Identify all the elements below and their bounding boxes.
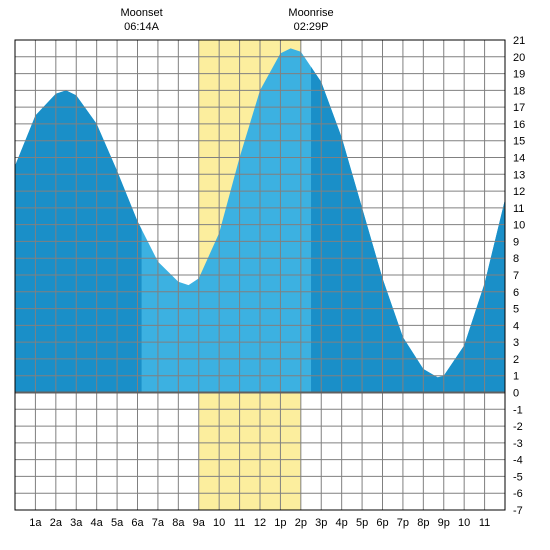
moonset-title: Moonset [120,7,162,19]
y-tick-label: 13 [513,169,525,181]
moonset-time: 06:14A [124,21,160,33]
x-tick-label: 3a [70,517,83,529]
x-tick-label: 9p [438,517,450,529]
x-tick-label: 7a [152,517,165,529]
x-tick-label: 10 [458,517,470,529]
x-tick-label: 5p [356,517,368,529]
x-tick-label: 7p [397,517,409,529]
moonrise-time: 02:29P [294,21,329,33]
x-tick-label: 1a [29,517,42,529]
x-tick-label: 4p [336,517,348,529]
y-tick-label: 3 [513,337,519,349]
y-tick-label: 10 [513,220,525,232]
y-tick-label: -6 [513,488,523,500]
x-tick-label: 10 [213,517,225,529]
y-tick-label: 20 [513,52,525,64]
y-tick-label: 18 [513,85,525,97]
x-tick-label: 3p [315,517,327,529]
x-tick-label: 8a [172,517,185,529]
x-tick-label: 11 [479,517,490,529]
y-tick-label: 14 [513,153,525,165]
x-tick-label: 8p [417,517,429,529]
x-tick-label: 6a [131,517,144,529]
y-tick-label: -5 [513,471,523,483]
y-tick-label: 16 [513,119,525,131]
x-tick-label: 2p [295,517,307,529]
y-tick-label: 17 [513,102,525,114]
x-tick-label: 11 [234,517,245,529]
x-tick-label: 2a [50,517,63,529]
y-tick-label: 8 [513,253,519,265]
y-tick-label: -2 [513,421,523,433]
y-tick-label: -3 [513,438,523,450]
x-tick-label: 12 [254,517,266,529]
y-tick-label: 15 [513,136,525,148]
y-tick-label: -4 [513,455,523,467]
x-tick-label: 5a [111,517,124,529]
y-tick-label: 12 [513,186,525,198]
moonrise-title: Moonrise [288,7,333,19]
x-tick-label: 6p [376,517,388,529]
y-tick-label: 1 [513,371,519,383]
y-tick-label: 5 [513,304,519,316]
x-tick-label: 9a [193,517,206,529]
y-tick-label: -1 [513,404,523,416]
y-tick-label: 4 [513,320,519,332]
y-tick-label: 2 [513,354,519,366]
x-tick-label: 4a [91,517,104,529]
y-tick-label: 11 [513,203,524,215]
y-tick-label: 19 [513,69,525,81]
tide-chart: -7-6-5-4-3-2-101234567891011121314151617… [0,0,550,550]
y-tick-label: -7 [513,505,523,517]
y-tick-label: 6 [513,287,519,299]
y-tick-label: 0 [513,388,519,400]
y-tick-label: 9 [513,236,519,248]
y-tick-label: 21 [513,35,525,47]
y-tick-label: 7 [513,270,519,282]
x-tick-label: 1p [274,517,286,529]
